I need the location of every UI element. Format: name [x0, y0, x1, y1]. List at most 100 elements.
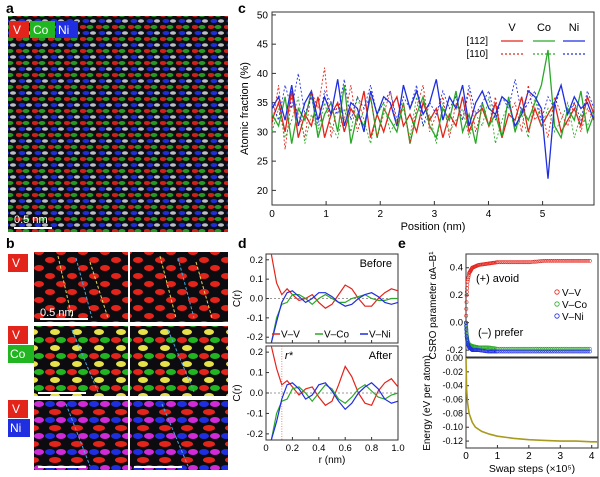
x-tick-label: 2 — [377, 209, 383, 220]
scatter-point-V–V — [548, 258, 553, 263]
legend-marker — [554, 301, 560, 307]
scatter-point-V–Ni — [566, 349, 571, 354]
y-axis-label: C(r) — [232, 290, 243, 307]
x-tick-label: 1 — [495, 451, 501, 462]
scatter-point-V–Ni — [548, 349, 553, 354]
scatter-point-V–V — [505, 260, 510, 265]
scatter-point-V–Co — [574, 346, 578, 351]
legend-label: V–V — [562, 288, 581, 299]
panel-a-scalebar-label: 0.5 nm — [14, 214, 48, 226]
scatter-point-V–Co — [554, 346, 559, 351]
scatter-point-V–V — [560, 258, 565, 263]
y-tick-label: -0.2 — [247, 332, 263, 343]
scatter-point-V–Co — [534, 346, 539, 351]
legend-tag-Co — [30, 21, 55, 38]
x-axis-label: Position (nm) — [401, 221, 466, 233]
y-tick-label: -0.1 — [247, 313, 263, 324]
scatter-point-V–V — [521, 260, 525, 265]
scatter-point-V–Co — [576, 346, 580, 351]
scatter-point-V–V — [585, 258, 590, 263]
scatter-point-V–V — [580, 258, 584, 263]
scatter-point-V–Ni — [542, 349, 547, 354]
scatter-point-V–V — [574, 258, 578, 263]
x-tick-label: 0.6 — [339, 443, 352, 454]
guide-line — [65, 403, 91, 467]
y-tick-label: 40 — [257, 69, 269, 80]
scatter-point-V–Ni — [507, 349, 512, 354]
scatter-point-V–Ni — [558, 349, 563, 354]
scatter-point-V–Ni — [515, 349, 520, 354]
legend-element-label: Co — [537, 22, 551, 34]
scatter-point-V–V — [544, 258, 549, 263]
scatter-point-V–Co — [519, 346, 523, 351]
scatter-point-V–Co — [536, 346, 541, 351]
y-tick-label: 25 — [257, 157, 269, 168]
legend-label: V–Ni — [369, 330, 391, 341]
scatter-point-V–Co — [560, 346, 565, 351]
scatter-point-V–Ni — [572, 349, 576, 354]
scatter-point-V–V — [513, 260, 518, 265]
scatter-point-V–Co — [483, 345, 488, 350]
scatter-point-V–V — [507, 260, 512, 265]
energy-line — [465, 357, 598, 443]
scatter-point-V–Ni — [478, 348, 483, 353]
y-tick-label: 0.0 — [250, 388, 263, 399]
scatter-point-V–Co — [517, 346, 521, 351]
x-tick-label: 1 — [323, 209, 329, 220]
scatter-point-V–Ni — [511, 349, 515, 354]
scatter-point-V–Co — [464, 326, 469, 331]
legend-marker — [554, 289, 560, 295]
annotation-avoid: (+) avoid — [476, 273, 519, 285]
y-axis-label: Atomic fraction (%) — [239, 62, 251, 155]
legend-label: V–Co — [324, 330, 349, 341]
row-tag-Co-label: Co — [10, 347, 26, 361]
scatter-point-V–Ni — [525, 349, 529, 354]
x-tick-label: 0 — [263, 443, 268, 454]
y-tick-label: 0.00 — [445, 353, 463, 363]
scatter-point-V–Co — [515, 346, 520, 351]
scatter-point-V–Ni — [497, 349, 502, 354]
x-tick-label: 4 — [486, 209, 492, 220]
scatter-point-V–Co — [585, 346, 590, 351]
scatter-point-V–Ni — [554, 349, 559, 354]
scatter-point-V–Co — [556, 346, 561, 351]
y-axis-label: CSRO parameter αA–B¹ — [428, 251, 439, 360]
scatter-point-V–Co — [528, 346, 533, 351]
y-tick-label: -0.06 — [442, 395, 463, 405]
scatter-point-V–Ni — [519, 349, 523, 354]
scatter-point-V–Co — [484, 345, 489, 350]
scatter-point-V–V — [582, 258, 586, 263]
series-line-Co-dotted — [271, 96, 595, 144]
scatter-point-V–Ni — [536, 349, 541, 354]
scatter-point-V–V — [478, 262, 483, 267]
scatter-point-V–Ni — [552, 349, 557, 354]
scatter-point-V–V — [552, 258, 557, 263]
scatter-point-V–Co — [509, 346, 514, 351]
scatter-point-V–V — [511, 260, 515, 265]
scatter-point-V–Co — [523, 346, 527, 351]
y-axis-label: Energy (eV per atom) — [422, 355, 433, 451]
scatter-point-V–V — [532, 259, 537, 264]
scatter-point-V–Ni — [570, 349, 575, 354]
y-tick-label: -0.08 — [442, 408, 463, 418]
scatter-point-V–Co — [568, 346, 573, 351]
scatter-point-V–Ni — [483, 349, 488, 354]
y-tick-label: -0.2 — [447, 345, 463, 356]
scatter-point-V–Ni — [534, 349, 539, 354]
scatter-point-V–V — [540, 259, 545, 263]
scatter-point-V–V — [528, 260, 533, 265]
legend-Ni-label: Ni — [58, 23, 69, 37]
scatter-point-V–V — [554, 258, 559, 263]
panel-b-row-V: V 0.5 nm — [8, 252, 228, 322]
legend-label: V–Ni — [562, 312, 584, 323]
scatter-point-V–V — [487, 261, 492, 266]
x-axis-label: r (nm) — [319, 455, 346, 466]
row-tag-V — [8, 254, 28, 272]
scatter-point-V–V — [464, 313, 469, 318]
scatter-point-V–Co — [511, 346, 515, 351]
legend-tag-Ni — [56, 21, 78, 38]
y-tick-label: 0.0 — [450, 318, 463, 329]
scatter-point-V–Co — [540, 346, 545, 351]
